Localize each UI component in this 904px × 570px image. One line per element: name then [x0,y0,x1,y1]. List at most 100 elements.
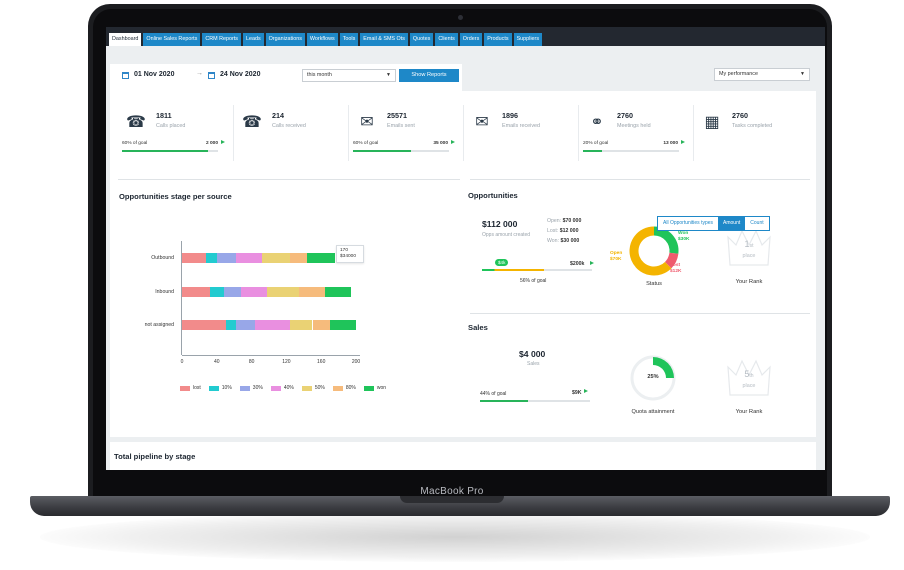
sales-amount: $4 000 [519,349,546,359]
date-from[interactable]: 01 Nov 2020 [134,71,175,78]
opportunity-goal-label: 56% of goal [520,278,547,284]
tab-online-sales-reports[interactable]: Online Sales Reports [143,33,201,46]
pipeline-title: Total pipeline by stage [114,452,196,461]
divider [470,313,810,314]
bar-segment-50pct[interactable] [289,320,313,330]
bar-segment-won[interactable] [324,287,351,297]
donut-slice-open[interactable] [629,226,672,276]
performance-select[interactable]: My performance ▼ [714,68,810,81]
stat-label: Emails received [502,123,541,129]
legend-swatch [363,385,374,391]
quota-ring [630,355,676,401]
bar-segment-30pct[interactable] [223,287,242,297]
legend-label: 30% [252,385,263,391]
bar-segment-50pct[interactable] [262,253,290,263]
stat-label: Meetings held [617,123,651,129]
calendar-icon[interactable] [208,72,215,79]
bar-segment-40pct[interactable] [255,320,290,330]
bar-segment-10pct[interactable] [209,287,224,297]
tab-email-sms-ots[interactable]: Email & SMS Ots [360,33,408,46]
bar-segment-10pct[interactable] [225,320,236,330]
bar-tooltip: 170 $34000 [336,245,364,263]
toggle-count[interactable]: Count [745,217,769,230]
bar-segment-10pct[interactable] [206,253,217,263]
period-select[interactable]: this month ▼ [302,69,396,82]
bar-segment-40pct[interactable] [235,253,263,263]
donut-slice-lost[interactable] [664,252,679,269]
tab-crm-reports[interactable]: CRM Reports [202,33,241,46]
opportunity-amount-label: Opps amount created [482,232,531,238]
breakdown-value: $30 000 [560,238,580,244]
bar-segment-lost[interactable] [182,287,210,297]
toggle-amount[interactable]: Amount [718,217,746,230]
tab-orders[interactable]: Orders [459,33,483,46]
stage-bar-chart: Outbound Inbound not assigned 0 40 80 120 160 20… [118,241,388,431]
x-tick-label: 0 [180,359,184,365]
tab-clients[interactable]: Clients [435,33,458,46]
stat-card: ✉ 25571 Emails sent 60% of goal 35 000 [348,105,462,161]
y-axis [181,241,182,355]
date-to[interactable]: 24 Nov 2020 [220,71,261,78]
stat-card: ☎ 1811 Calls placed 60% of goal 2 000 [118,105,232,161]
legend-swatch [180,385,190,391]
donut-slice-won[interactable] [653,226,679,254]
handshake-icon: ⚭ [590,114,604,131]
tab-products[interactable]: Products [484,33,512,46]
rank-label: Your Rank [735,279,763,285]
legend-item[interactable]: 10% [208,385,232,391]
rank-label: Your Rank [735,409,763,415]
flag-icon [584,389,588,393]
bar-segment-80pct[interactable] [289,253,308,263]
bar-segment-40pct[interactable] [241,287,268,297]
chevron-down-icon: ▼ [800,71,805,77]
bar-segment-won[interactable] [329,320,356,330]
stat-label: Tasks completed [732,123,773,129]
calendar-icon[interactable] [122,72,129,79]
legend-item[interactable]: won [363,385,386,391]
tab-tools[interactable]: Tools [339,33,359,46]
stat-value: 2760 [732,111,748,120]
stat-card: ✉ 1896 Emails received [463,105,577,161]
tab-dashboard[interactable]: Dashboard [109,33,142,46]
tab-suppliers[interactable]: Suppliers [513,33,543,46]
sales-goal-track [480,400,590,402]
tab-quotes[interactable]: Quotes [409,33,434,46]
bar-segment-80pct[interactable] [312,320,330,330]
opportunities-title: Opportunities [468,191,518,200]
bar-segment-lost[interactable] [182,253,207,263]
legend-item[interactable]: 80% [332,385,356,391]
breakdown-row: Lost: $12 000 [547,228,578,234]
legend-item[interactable]: 30% [239,385,263,391]
rank-suffix: st [749,243,754,249]
legend-item[interactable]: 40% [270,385,294,391]
category-label: Outbound [151,255,174,261]
flag-icon [681,140,685,144]
legend-item[interactable]: lost [180,385,201,391]
bar-segment-80pct[interactable] [298,287,325,297]
bar-segment-30pct[interactable] [235,320,256,330]
bar-segment-50pct[interactable] [267,287,299,297]
sales-title: Sales [468,323,488,332]
legend-item[interactable]: 50% [301,385,325,391]
bar-segment-won[interactable] [307,253,336,263]
toggle-all-opportunities-types[interactable]: All Opportunities types [658,217,719,230]
rank-value: 1 [744,239,750,249]
base-notch [400,496,504,503]
period-select-value: this month [307,72,332,78]
stat-value: 25571 [387,111,407,120]
flag-icon [221,140,225,144]
stat-value: 2760 [617,111,633,120]
bar-segment-30pct[interactable] [216,253,236,263]
legend-label: 40% [283,385,294,391]
show-reports-button[interactable]: Show Reports [399,69,459,82]
stat-card: ⚭ 2760 Meetings held 20% of goal 13 000 [578,105,692,161]
breakdown-key: Open: [547,218,563,224]
tab-leads[interactable]: Leads [242,33,264,46]
stat-goal: 60% of goal [122,141,148,146]
tab-workflows[interactable]: Workflows [306,33,338,46]
bar-segment-lost[interactable] [182,320,226,330]
breakdown-key: Won: [547,238,561,244]
stat-label: Emails sent [387,123,415,129]
tab-organizations[interactable]: Organizations [265,33,305,46]
rank-number: 1st [722,239,776,249]
